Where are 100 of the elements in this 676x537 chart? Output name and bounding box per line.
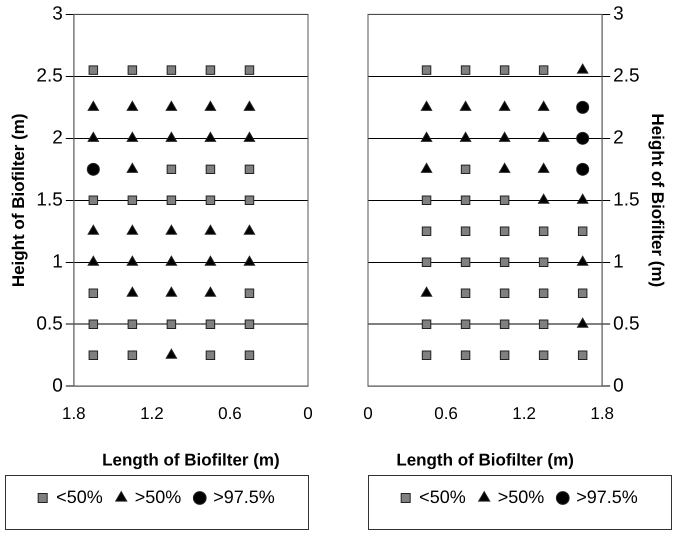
point (460, 164, 470, 174)
point (166, 132, 178, 142)
point (576, 162, 590, 176)
point (244, 288, 254, 298)
point (420, 162, 432, 173)
x-tick-label: 0 (303, 404, 313, 424)
point (538, 226, 548, 236)
point (86, 162, 100, 176)
point (460, 258, 470, 268)
x-tick-label: 1.8 (590, 404, 614, 424)
x-tick-label: 0 (363, 404, 373, 424)
y-tick-label: 0 (613, 375, 624, 396)
y-tick-label: 0 (52, 375, 63, 396)
point (204, 256, 216, 266)
y-tick-label: 3 (52, 4, 63, 25)
x-tick-label: 0.6 (434, 404, 458, 424)
y-tick-label: 3 (613, 4, 624, 25)
point (460, 350, 470, 360)
y-tick-label: 1.5 (613, 190, 640, 211)
point (166, 256, 178, 266)
point (538, 132, 550, 142)
point (128, 350, 138, 360)
y-tick-label: 1 (52, 252, 63, 272)
point (420, 132, 432, 142)
point (538, 194, 550, 204)
y-axis-title: Height of Biofilter (m) (648, 113, 668, 288)
point (500, 258, 510, 268)
point (422, 196, 432, 206)
point (460, 100, 472, 111)
point (88, 288, 98, 298)
point (498, 100, 510, 111)
point (500, 350, 510, 360)
point (576, 194, 588, 204)
point (500, 226, 510, 236)
point (420, 100, 432, 111)
point (422, 258, 432, 268)
legend-label: <50% (56, 486, 103, 507)
point (206, 65, 216, 75)
point (128, 65, 138, 75)
point (460, 196, 470, 206)
point (244, 319, 254, 329)
point (88, 65, 98, 75)
point (500, 196, 510, 206)
point (244, 350, 254, 360)
point (498, 162, 510, 173)
x-axis-title: Length of Biofilter (m) (396, 450, 574, 470)
point (204, 132, 216, 142)
point (204, 100, 216, 111)
y-tick-label: 2 (613, 128, 624, 149)
point (88, 256, 100, 266)
point (206, 350, 216, 360)
point (460, 65, 470, 75)
point (126, 256, 138, 266)
point (88, 132, 100, 142)
point (500, 65, 510, 75)
point (578, 350, 588, 360)
point (576, 132, 590, 145)
point (422, 350, 432, 360)
point (538, 288, 548, 298)
point (576, 100, 590, 114)
point (166, 164, 176, 174)
y-axis-title: Height of Biofilter (m) (8, 113, 28, 288)
point (204, 286, 216, 297)
point (204, 224, 216, 235)
point (88, 196, 98, 206)
point (166, 348, 178, 359)
point (538, 258, 548, 268)
point (128, 319, 138, 329)
point (166, 319, 176, 329)
point (88, 319, 98, 329)
point (244, 132, 256, 142)
point (422, 226, 432, 236)
y-tick-label: 1 (613, 252, 624, 272)
point (538, 65, 548, 75)
point (126, 224, 138, 235)
y-tick-label: 0.5 (36, 313, 63, 334)
point (578, 288, 588, 298)
point (460, 319, 470, 329)
y-tick-label: 1.5 (36, 190, 63, 211)
point (460, 288, 470, 298)
x-tick-label: 1.2 (512, 404, 536, 424)
point (166, 196, 176, 206)
point (206, 196, 216, 206)
point (244, 100, 256, 111)
point (126, 100, 138, 111)
point (576, 64, 588, 74)
point (126, 162, 138, 173)
point (244, 256, 256, 266)
point (166, 65, 176, 75)
point (126, 286, 138, 297)
point (578, 226, 588, 236)
point (538, 319, 548, 329)
point (538, 162, 550, 173)
point (88, 100, 100, 111)
point (460, 226, 470, 236)
point (576, 318, 588, 328)
point (576, 256, 588, 266)
point (498, 132, 510, 142)
legend-label: >50% (498, 486, 544, 507)
point (126, 132, 138, 142)
